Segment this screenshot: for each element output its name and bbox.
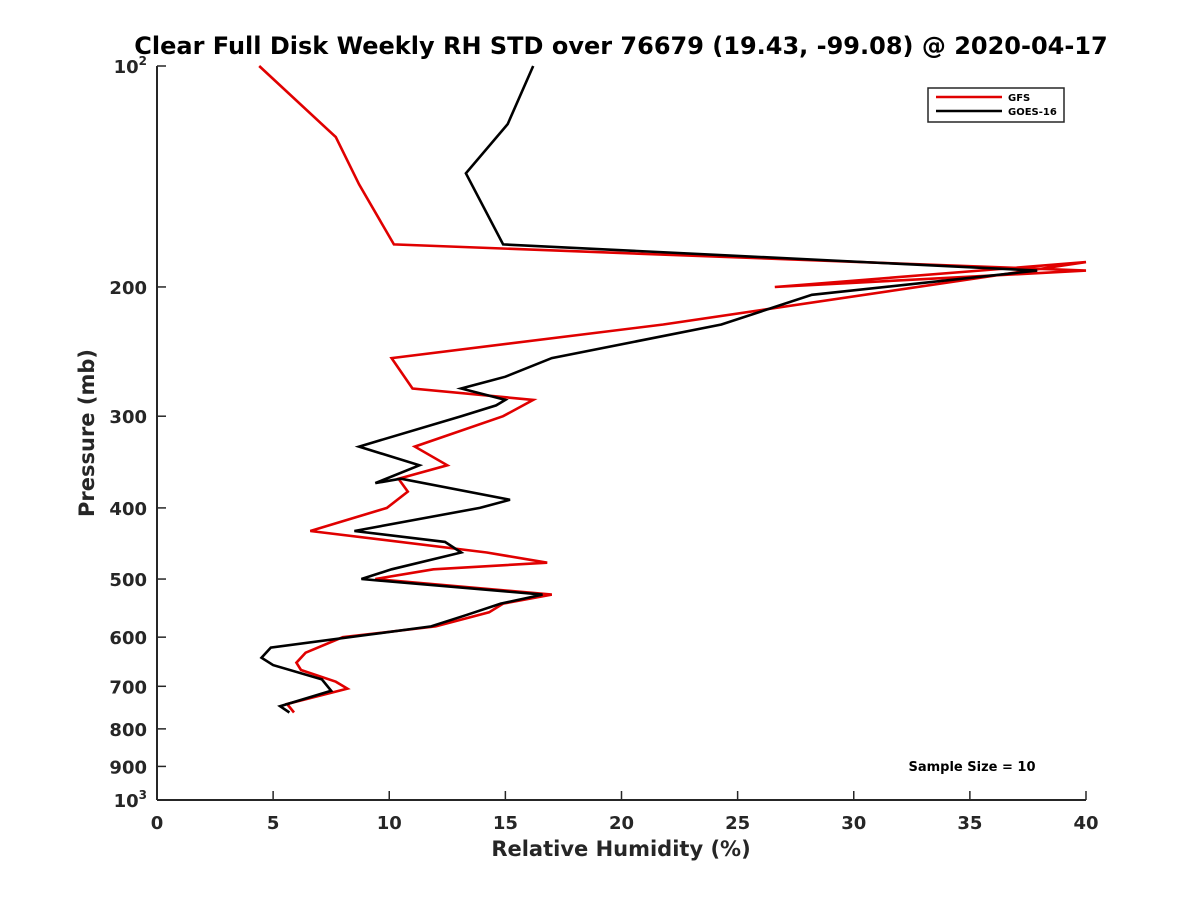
- series-line-goes-16: [259, 65, 1038, 714]
- x-tick-label: 40: [1073, 813, 1098, 834]
- y-tick-label: 102: [114, 54, 147, 78]
- legend-label: GFS: [1008, 93, 1030, 104]
- x-tick-label: 15: [493, 813, 518, 834]
- legend-box: [927, 87, 1065, 123]
- y-tick-label: 300: [109, 407, 147, 428]
- sample-size-annotation: Sample Size = 10: [908, 760, 1035, 775]
- y-axis-label: Pressure (mb): [75, 349, 99, 517]
- legend-label: GOES-16: [1008, 107, 1057, 118]
- axes: 0 5 10 15 20 25 30 35 40 102 200 300 400 500 600 700 800…: [109, 54, 1098, 834]
- x-tick-label: 0: [151, 813, 164, 834]
- x-tick-label: 10: [377, 813, 402, 834]
- y-tick-label: 900: [109, 757, 147, 778]
- y-tick-label: 200: [109, 278, 147, 299]
- y-tick-label: 700: [109, 677, 147, 698]
- y-tick-label: 400: [109, 499, 147, 520]
- series-line-gfs: [258, 65, 1087, 714]
- chart-title: Clear Full Disk Weekly RH STD over 76679…: [134, 32, 1107, 60]
- series-layer: [258, 65, 1087, 714]
- y-tick-label: 600: [109, 628, 147, 649]
- x-tick-label: 25: [725, 813, 750, 834]
- y-tick-label: 500: [109, 570, 147, 591]
- x-tick-label: 20: [609, 813, 634, 834]
- x-tick-label: 30: [841, 813, 866, 834]
- x-axis-label: Relative Humidity (%): [491, 837, 750, 861]
- y-tick-label: 103: [114, 788, 147, 812]
- y-tick-label: 800: [109, 720, 147, 741]
- x-tick-label: 5: [267, 813, 280, 834]
- legend: GFS GOES-16: [927, 87, 1065, 123]
- x-tick-label: 35: [957, 813, 982, 834]
